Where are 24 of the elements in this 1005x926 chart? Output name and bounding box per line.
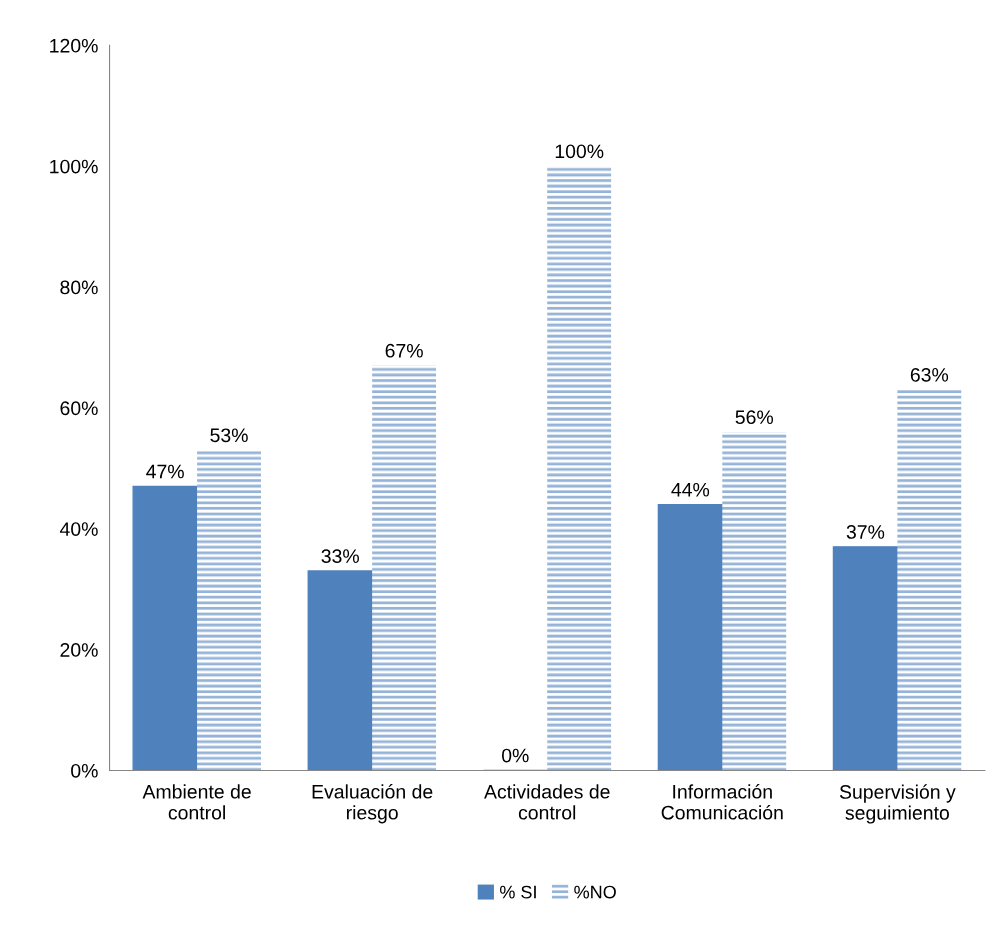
legend-label: % SI bbox=[500, 885, 536, 899]
y-tick-label: 60% bbox=[60, 401, 98, 416]
data-label: 67% bbox=[385, 343, 423, 358]
x-tick-label: Supervisión y seguimiento bbox=[839, 784, 956, 824]
data-label: 44% bbox=[671, 482, 710, 497]
data-label: 56% bbox=[735, 410, 774, 425]
data-label: 37% bbox=[846, 525, 885, 539]
x-tick-label: Actividades de control bbox=[484, 784, 610, 820]
x-tick-label: Evaluación de riesgo bbox=[312, 784, 433, 824]
x-tick-label: Información Comunicación bbox=[661, 784, 783, 820]
data-label: 47% bbox=[146, 464, 184, 479]
legend-label: %NO bbox=[574, 885, 616, 899]
data-label: 0% bbox=[501, 748, 529, 763]
y-tick-label: 100% bbox=[50, 159, 98, 174]
data-label: 53% bbox=[210, 428, 248, 443]
x-tick-label: Ambiente de control bbox=[142, 784, 251, 820]
data-label: 63% bbox=[910, 368, 949, 382]
data-label: 33% bbox=[321, 549, 359, 564]
y-tick-label: 80% bbox=[60, 280, 98, 295]
y-tick-label: 40% bbox=[59, 522, 98, 536]
y-tick-label: 0% bbox=[71, 763, 98, 778]
y-tick-label: 120% bbox=[50, 38, 98, 53]
data-label: 100% bbox=[555, 144, 604, 159]
y-tick-label: 20% bbox=[60, 643, 98, 657]
